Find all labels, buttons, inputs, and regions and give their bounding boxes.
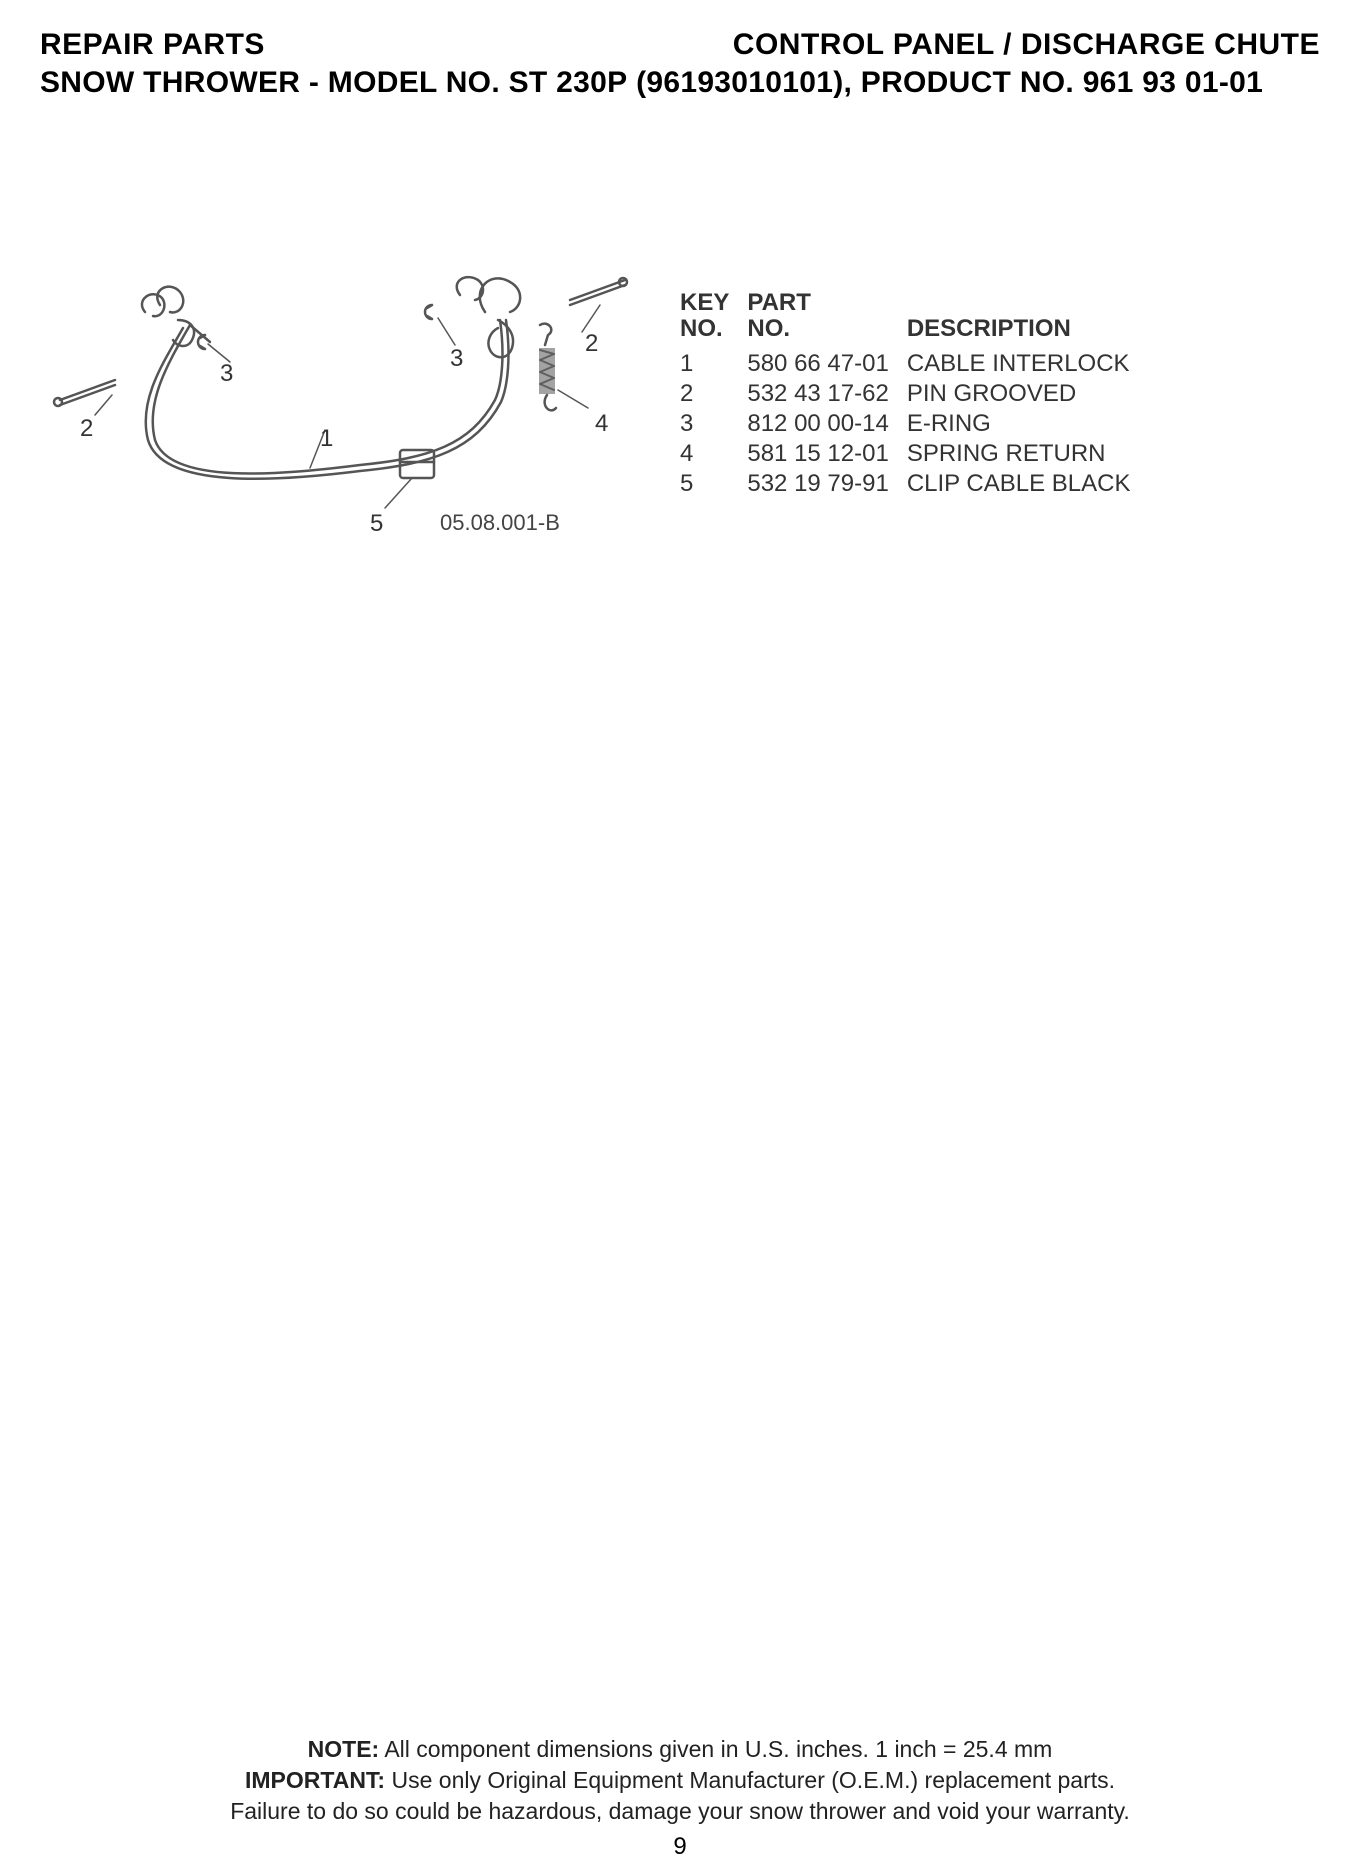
- table-header-row: KEYNO. PARTNO. DESCRIPTION: [680, 290, 1149, 349]
- parts-diagram: [40, 250, 640, 550]
- cell-desc: CLIP CABLE BLACK: [907, 469, 1149, 499]
- model-number: ST 230P: [509, 66, 628, 99]
- header-row-2: SNOW THROWER - MODEL NO. ST 230P (961930…: [40, 66, 1320, 100]
- cell-part: 532 19 79-91: [747, 469, 906, 499]
- callout-5: 5: [370, 510, 383, 538]
- callout-3-right: 3: [450, 345, 463, 373]
- important-text: Use only Original Equipment Manufacturer…: [385, 1767, 1115, 1793]
- footer-important-line: IMPORTANT: Use only Original Equipment M…: [0, 1765, 1360, 1796]
- cell-key: 2: [680, 379, 747, 409]
- cell-part: 532 43 17-62: [747, 379, 906, 409]
- cell-part: 581 15 12-01: [747, 439, 906, 469]
- col-part-no: PARTNO.: [747, 290, 906, 349]
- col-description: DESCRIPTION: [907, 290, 1149, 349]
- table-row: 5 532 19 79-91 CLIP CABLE BLACK: [680, 469, 1149, 499]
- footer-note-line: NOTE: All component dimensions given in …: [0, 1734, 1360, 1765]
- repair-parts-title: REPAIR PARTS: [40, 28, 265, 62]
- callout-3-left: 3: [220, 360, 233, 388]
- footer: NOTE: All component dimensions given in …: [0, 1734, 1360, 1827]
- model-prefix: SNOW THROWER - MODEL NO.: [40, 66, 509, 99]
- cell-key: 3: [680, 409, 747, 439]
- callout-1: 1: [320, 425, 333, 453]
- header-row-1: REPAIR PARTS CONTROL PANEL / DISCHARGE C…: [40, 28, 1320, 62]
- table-row: 4 581 15 12-01 SPRING RETURN: [680, 439, 1149, 469]
- important-label: IMPORTANT:: [245, 1767, 385, 1793]
- callout-4: 4: [595, 410, 608, 438]
- cell-desc: E-RING: [907, 409, 1149, 439]
- content-area: 2 3 1 3 2 4 5 05.08.001-B KEYNO. PARTNO.…: [40, 250, 1320, 550]
- cell-key: 4: [680, 439, 747, 469]
- parts-table-element: KEYNO. PARTNO. DESCRIPTION 1 580 66 47-0…: [680, 290, 1149, 499]
- callout-2-right: 2: [585, 330, 598, 358]
- cell-key: 1: [680, 349, 747, 379]
- col-key-no: KEYNO.: [680, 290, 747, 349]
- table-row: 2 532 43 17-62 PIN GROOVED: [680, 379, 1149, 409]
- drawing-code: 05.08.001-B: [440, 510, 560, 536]
- callout-2-left: 2: [80, 415, 93, 443]
- cell-desc: SPRING RETURN: [907, 439, 1149, 469]
- table-row: 1 580 66 47-01 CABLE INTERLOCK: [680, 349, 1149, 379]
- note-label: NOTE:: [308, 1736, 380, 1762]
- page: REPAIR PARTS CONTROL PANEL / DISCHARGE C…: [0, 0, 1360, 1867]
- model-suffix: (96193010101), PRODUCT NO. 961 93 01-01: [627, 66, 1263, 99]
- table-row: 3 812 00 00-14 E-RING: [680, 409, 1149, 439]
- cell-key: 5: [680, 469, 747, 499]
- parts-table: KEYNO. PARTNO. DESCRIPTION 1 580 66 47-0…: [680, 290, 1149, 550]
- cell-desc: PIN GROOVED: [907, 379, 1149, 409]
- diagram-wrap: 2 3 1 3 2 4 5 05.08.001-B: [40, 250, 640, 550]
- footer-warning-line: Failure to do so could be hazardous, dam…: [0, 1796, 1360, 1827]
- section-title: CONTROL PANEL / DISCHARGE CHUTE: [733, 28, 1320, 62]
- cell-part: 812 00 00-14: [747, 409, 906, 439]
- cell-part: 580 66 47-01: [747, 349, 906, 379]
- cell-desc: CABLE INTERLOCK: [907, 349, 1149, 379]
- note-text: All component dimensions given in U.S. i…: [379, 1736, 1052, 1762]
- page-number: 9: [0, 1833, 1360, 1861]
